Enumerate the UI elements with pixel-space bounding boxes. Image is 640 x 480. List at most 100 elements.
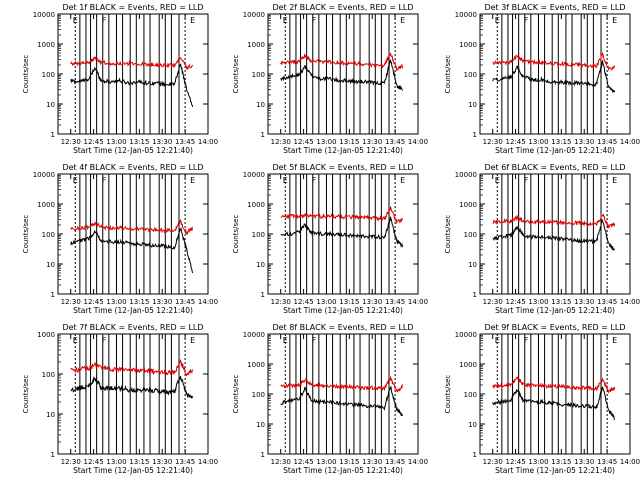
series-lld-line bbox=[280, 375, 404, 393]
x-tick-label: 13:30 bbox=[574, 138, 594, 146]
y-tick-label: 1 bbox=[261, 451, 265, 459]
y-tick-label: 10 bbox=[46, 411, 55, 419]
y-tick-label: 100 bbox=[464, 231, 477, 239]
interval-letter: E bbox=[283, 176, 288, 185]
y-tick-label: 100 bbox=[464, 71, 477, 79]
y-tick-label: 100 bbox=[252, 71, 265, 79]
y-tick-label: 100 bbox=[464, 391, 477, 399]
series-events-line bbox=[280, 59, 404, 91]
series-events-line bbox=[492, 60, 616, 93]
y-axis-label: Counts/sec bbox=[22, 55, 30, 94]
y-tick-label: 1000 bbox=[247, 201, 265, 209]
chart-title: Det 1f BLACK = Events, RED = LLD bbox=[62, 3, 203, 12]
x-tick-label: 12:30 bbox=[271, 298, 291, 306]
x-tick-label: 13:15 bbox=[129, 458, 149, 466]
y-tick-label: 10000 bbox=[33, 171, 55, 179]
y-tick-label: 100 bbox=[42, 231, 55, 239]
interval-letter: E bbox=[283, 336, 288, 345]
x-tick-label: 13:30 bbox=[152, 298, 172, 306]
chart-title: Det 3f BLACK = Events, RED = LLD bbox=[484, 3, 625, 12]
interval-letter: E bbox=[400, 336, 405, 345]
y-tick-label: 10000 bbox=[243, 11, 265, 19]
x-tick-label: 13:00 bbox=[528, 138, 548, 146]
panel-6: Det 6f BLACK = Events, RED = LLD 1 10 100 10… bbox=[444, 163, 640, 315]
y-tick-label: 10 bbox=[256, 101, 265, 109]
x-tick-label: 12:45 bbox=[293, 458, 313, 466]
interval-letter: F bbox=[102, 336, 107, 345]
y-tick-label: 1000 bbox=[247, 41, 265, 49]
panel-8: Det 8f BLACK = Events, RED = LLD 1 10 100 10… bbox=[232, 323, 428, 475]
y-axis-label: Counts/sec bbox=[444, 55, 452, 94]
interval-letter: E bbox=[612, 176, 617, 185]
y-tick-label: 10 bbox=[46, 261, 55, 269]
x-tick-label: 12:45 bbox=[83, 138, 103, 146]
x-tick-label: 14:00 bbox=[198, 138, 218, 146]
panel-7: Det 7f BLACK = Events, RED = LLD 1 10 100 10… bbox=[22, 323, 218, 475]
y-tick-label: 1000 bbox=[459, 361, 477, 369]
chart-title: Det 2f BLACK = Events, RED = LLD bbox=[272, 3, 413, 12]
series-lld-line bbox=[492, 212, 616, 230]
series-events-line bbox=[280, 385, 403, 417]
x-tick-label: 13:00 bbox=[316, 138, 336, 146]
x-tick-label: 13:30 bbox=[362, 458, 382, 466]
x-axis-label: Start Time (12-Jan-05 12:21:40) bbox=[283, 466, 403, 475]
series-lld-line bbox=[492, 376, 616, 394]
panel-9: Det 9f BLACK = Events, RED = LLD 1 10 100 10… bbox=[444, 323, 640, 475]
interval-letter: E bbox=[400, 176, 405, 185]
y-tick-label: 100 bbox=[252, 231, 265, 239]
x-tick-label: 13:00 bbox=[106, 298, 126, 306]
chart-title: Det 5f BLACK = Events, RED = LLD bbox=[272, 163, 413, 172]
y-tick-label: 10000 bbox=[455, 171, 477, 179]
x-tick-label: 12:30 bbox=[271, 458, 291, 466]
x-tick-label: 13:45 bbox=[385, 138, 405, 146]
x-axis-label: Start Time (12-Jan-05 12:21:40) bbox=[495, 306, 615, 315]
y-tick-label: 1000 bbox=[459, 201, 477, 209]
y-tick-label: 10000 bbox=[243, 171, 265, 179]
series-lld-line bbox=[492, 51, 616, 72]
y-tick-label: 1000 bbox=[37, 201, 55, 209]
x-tick-label: 12:45 bbox=[505, 138, 525, 146]
interval-letter: E bbox=[495, 16, 500, 25]
panel-5: Det 5f BLACK = Events, RED = LLD 1 10 100 10… bbox=[232, 163, 428, 315]
y-tick-label: 1 bbox=[51, 291, 55, 299]
x-tick-label: 13:00 bbox=[106, 138, 126, 146]
y-tick-label: 10000 bbox=[243, 331, 265, 339]
y-tick-label: 1 bbox=[473, 291, 477, 299]
series-lld-line bbox=[70, 219, 194, 236]
x-tick-label: 13:15 bbox=[551, 458, 571, 466]
x-tick-label: 13:45 bbox=[597, 298, 617, 306]
x-axis-label: Start Time (12-Jan-05 12:21:40) bbox=[495, 466, 615, 475]
y-axis-label: Counts/sec bbox=[232, 375, 240, 414]
series-lld-line bbox=[70, 358, 194, 377]
y-tick-label: 100 bbox=[42, 71, 55, 79]
x-tick-label: 13:30 bbox=[152, 458, 172, 466]
interval-letter: F bbox=[524, 176, 529, 185]
series-events-line bbox=[70, 63, 194, 108]
x-tick-label: 13:15 bbox=[551, 298, 571, 306]
y-tick-label: 10000 bbox=[33, 11, 55, 19]
interval-letter: E bbox=[190, 16, 195, 25]
x-tick-label: 13:15 bbox=[339, 298, 359, 306]
x-tick-label: 13:45 bbox=[385, 458, 405, 466]
x-tick-label: 14:00 bbox=[620, 138, 640, 146]
series-events-line bbox=[70, 376, 194, 399]
panel-4: Det 4f BLACK = Events, RED = LLD 1 10 100 10… bbox=[22, 163, 218, 315]
y-tick-label: 1000 bbox=[37, 41, 55, 49]
x-axis-label: Start Time (12-Jan-05 12:21:40) bbox=[283, 146, 403, 155]
interval-letter: F bbox=[312, 176, 317, 185]
x-tick-label: 12:45 bbox=[83, 458, 103, 466]
x-tick-label: 13:45 bbox=[175, 138, 195, 146]
x-tick-label: 13:00 bbox=[316, 458, 336, 466]
x-axis-label: Start Time (12-Jan-05 12:21:40) bbox=[73, 306, 193, 315]
x-tick-label: 12:30 bbox=[483, 458, 503, 466]
y-axis-label: Counts/sec bbox=[22, 215, 30, 254]
x-tick-label: 12:45 bbox=[293, 138, 313, 146]
x-tick-label: 12:30 bbox=[61, 298, 81, 306]
x-axis-label: Start Time (12-Jan-05 12:21:40) bbox=[73, 146, 193, 155]
x-tick-label: 13:30 bbox=[574, 458, 594, 466]
x-tick-label: 13:15 bbox=[551, 138, 571, 146]
y-tick-label: 1 bbox=[473, 451, 477, 459]
y-axis-label: Counts/sec bbox=[232, 215, 240, 254]
x-axis-label: Start Time (12-Jan-05 12:21:40) bbox=[495, 146, 615, 155]
